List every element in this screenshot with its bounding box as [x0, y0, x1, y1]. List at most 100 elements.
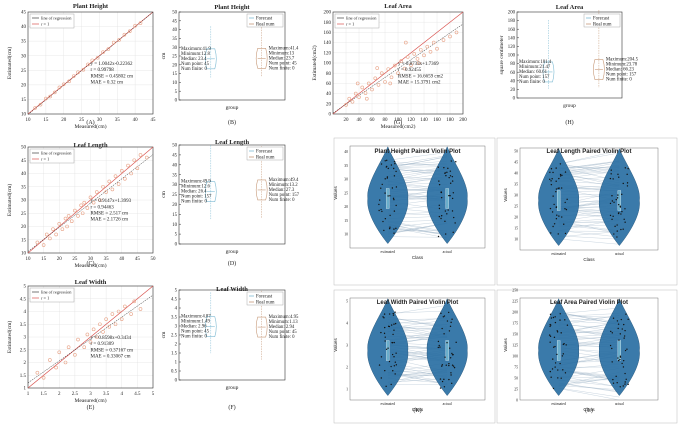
data-point [557, 377, 559, 379]
data-point [449, 357, 452, 359]
data-point [626, 185, 629, 187]
data-point [610, 330, 612, 333]
violin-stat-text: Median: 66.23 [606, 68, 635, 73]
x-tick-label: estimated [551, 252, 566, 256]
data-point [554, 366, 556, 368]
data-point [379, 71, 384, 75]
data-point [393, 323, 395, 325]
y-tick-label: 5 [175, 90, 178, 95]
data-point [57, 222, 62, 226]
x-tick-label: 160 [433, 118, 441, 123]
data-point [620, 228, 622, 231]
data-point [415, 57, 420, 61]
data-point [63, 360, 68, 365]
y-tick-label: 30 [172, 183, 177, 188]
data-point [616, 320, 619, 322]
data-point [550, 180, 552, 182]
data-point [80, 211, 85, 216]
legend-box [246, 146, 284, 161]
y-tick-label: 25 [21, 212, 27, 217]
y-axis-label: Estimated(cm) [6, 321, 13, 354]
data-point [425, 44, 430, 49]
data-point [392, 370, 394, 372]
data-point [437, 340, 440, 343]
chart-title: Leaf Area Paired Violin Plot [550, 300, 628, 306]
data-point [626, 348, 628, 350]
data-point [626, 173, 628, 176]
legend-label: Real num [256, 301, 275, 306]
x-tick-label: 20 [61, 118, 67, 123]
data-point [438, 344, 440, 347]
x-tick-label: 15 [41, 257, 47, 262]
data-point [388, 81, 393, 86]
data-point [386, 177, 388, 179]
data-point [386, 67, 391, 71]
data-point [562, 369, 564, 371]
y-tick-label: 140 [324, 41, 332, 46]
data-point [394, 322, 397, 325]
data-point [453, 216, 455, 219]
data-point [627, 318, 629, 320]
data-point [412, 52, 417, 56]
data-point [383, 229, 385, 232]
paired-violin-panel-J: 10 15 20 25 30 35 40 45 50 estimated actual Leaf Le… [496, 137, 678, 302]
data-point [550, 168, 553, 170]
x-tick-label: estimated [381, 402, 396, 406]
scatter-panel-E: 1 1.5 2 2.5 3 3.5 4 4.5 5 1 1.5 2 2.5 3 3.5 4 4.5 5 Leaf W… [6, 279, 155, 411]
data-point [104, 190, 108, 194]
x-tick-label: 80 [383, 118, 389, 123]
data-point [393, 228, 395, 230]
y-tick-label: 50 [514, 149, 518, 153]
data-point [393, 341, 395, 344]
data-point [558, 215, 560, 217]
regression-line [27, 154, 154, 252]
data-point [35, 240, 40, 245]
violin-stat-text: Num finite: 0 [181, 200, 207, 205]
data-point [66, 214, 71, 218]
violin-stat-text: Maximum:41.9 [181, 47, 211, 52]
data-point [564, 232, 567, 235]
data-point [392, 333, 394, 336]
x-tick-label: 45 [135, 257, 141, 262]
y-tick-label: 25 [172, 193, 177, 198]
data-point [380, 356, 383, 358]
y-tick-label: 45 [172, 19, 177, 24]
data-point [553, 203, 555, 206]
x-axis-label: Measured(cm) [74, 397, 106, 404]
x-tick-label: 30 [97, 118, 103, 123]
chart-title: Leaf Area [556, 4, 584, 11]
y-tick-label: 15 [172, 72, 177, 77]
data-point [111, 40, 116, 45]
data-point [550, 183, 553, 186]
data-point [618, 212, 620, 214]
y-axis-label: cm [161, 331, 167, 338]
data-point [551, 211, 554, 213]
violin-stat-text: Num point: 45 [181, 62, 210, 67]
y-tick-label: 100 [324, 62, 332, 67]
legend-label: r = 1 [41, 22, 49, 27]
y-tick-label: 100 [508, 54, 516, 59]
data-point [113, 322, 118, 327]
y-tick-label: 200 [512, 310, 518, 314]
y-tick-label: 25 [514, 204, 518, 208]
legend-label: Real num [256, 156, 275, 161]
legend-label: r = 1 [41, 157, 49, 162]
data-point [41, 375, 46, 380]
data-point [564, 201, 566, 204]
legend-label: line of regression [41, 290, 72, 295]
data-point [394, 162, 396, 165]
data-point [552, 346, 555, 348]
y-tick-label: 125 [512, 343, 518, 347]
y-tick-label: 40 [326, 92, 332, 97]
data-point [133, 23, 137, 28]
y-tick-label: 15 [172, 213, 177, 218]
y-tick-label: 225 [512, 299, 518, 303]
violin-stat-text: Median: 23.7 [269, 56, 295, 61]
y-tick-label: 30 [172, 46, 177, 51]
data-point [54, 232, 58, 237]
data-point [441, 327, 443, 330]
violin-stat-text: Minimum:1.49 [181, 320, 211, 325]
